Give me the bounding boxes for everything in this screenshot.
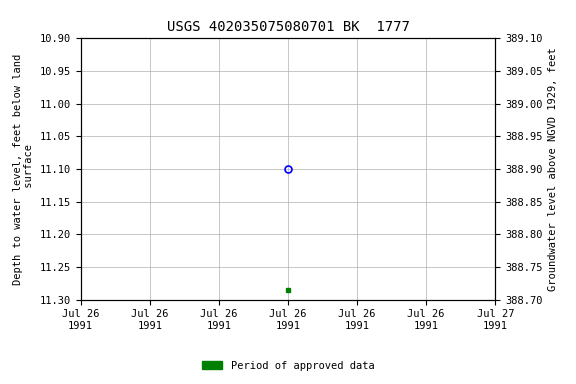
Y-axis label: Depth to water level, feet below land
 surface: Depth to water level, feet below land su…	[13, 53, 34, 285]
Legend: Period of approved data: Period of approved data	[198, 357, 378, 375]
Title: USGS 402035075080701 BK  1777: USGS 402035075080701 BK 1777	[166, 20, 410, 35]
Y-axis label: Groundwater level above NGVD 1929, feet: Groundwater level above NGVD 1929, feet	[548, 47, 558, 291]
